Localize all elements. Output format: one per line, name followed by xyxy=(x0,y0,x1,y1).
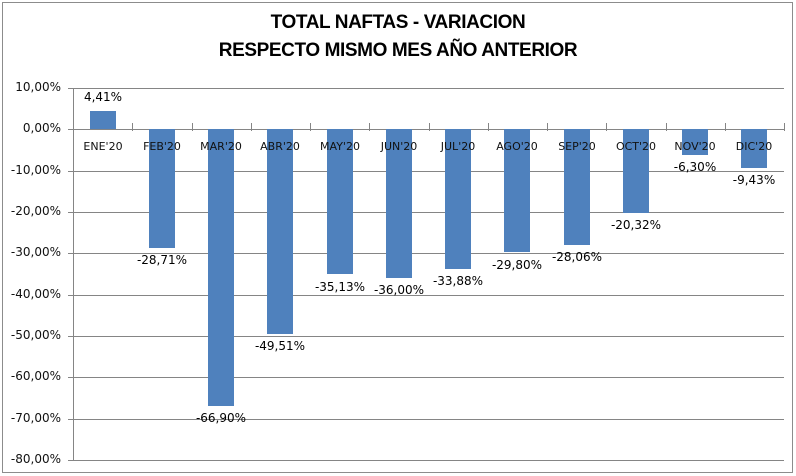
x-axis-label: MAY'20 xyxy=(320,140,360,153)
y-axis-tick xyxy=(68,253,73,254)
data-label: -66,90% xyxy=(195,411,247,425)
data-label: -9,43% xyxy=(732,173,776,187)
x-axis-tick xyxy=(488,123,489,131)
y-axis-tick xyxy=(68,129,73,130)
y-axis-label: -30,00% xyxy=(10,245,61,259)
bar xyxy=(504,129,530,252)
x-axis-label: FEB'20 xyxy=(143,140,181,153)
bar xyxy=(208,129,234,406)
x-axis-tick xyxy=(725,123,726,131)
y-axis-tick xyxy=(68,336,73,337)
gridline xyxy=(73,460,784,461)
y-axis-tick xyxy=(68,171,73,172)
bar xyxy=(327,129,353,274)
x-axis-label: SEP'20 xyxy=(558,140,596,153)
y-axis-tick xyxy=(68,88,73,89)
y-axis-label: 10,00% xyxy=(15,80,61,94)
x-axis-label: MAR'20 xyxy=(200,140,242,153)
y-axis-label: -10,00% xyxy=(10,163,61,177)
chart-title-line2: RESPECTO MISMO MES AÑO ANTERIOR xyxy=(218,40,578,61)
gridline xyxy=(73,88,784,89)
bar xyxy=(623,129,649,213)
gridline xyxy=(73,419,784,420)
x-axis-tick xyxy=(547,123,548,131)
gridline xyxy=(73,129,784,130)
x-axis-tick xyxy=(429,123,430,131)
y-axis-tick xyxy=(68,419,73,420)
y-axis-label: -60,00% xyxy=(10,369,61,383)
data-label: -29,80% xyxy=(491,258,543,272)
x-axis-tick xyxy=(132,123,133,131)
x-axis-tick xyxy=(251,123,252,131)
x-axis-label: OCT'20 xyxy=(615,140,657,153)
x-axis-tick xyxy=(310,123,311,131)
x-axis-tick xyxy=(606,123,607,131)
y-axis-tick xyxy=(68,212,73,213)
gridline xyxy=(73,171,784,172)
x-axis-tick xyxy=(369,123,370,131)
x-axis-label: ENE'20 xyxy=(83,140,123,153)
data-label: -35,13% xyxy=(314,280,366,294)
data-label: 4,41% xyxy=(83,90,123,104)
bar xyxy=(741,129,767,168)
y-axis-label: 0,00% xyxy=(22,121,61,135)
bar xyxy=(386,129,412,278)
bar xyxy=(90,111,116,129)
data-label: -28,71% xyxy=(136,253,188,267)
y-axis-label: -20,00% xyxy=(10,204,61,218)
x-axis-label: JUL'20 xyxy=(440,140,476,153)
gridline xyxy=(73,212,784,213)
chart-title-line1: TOTAL NAFTAS - VARIACION xyxy=(270,12,526,33)
data-label: -6,30% xyxy=(673,160,717,174)
data-label: -20,32% xyxy=(610,218,662,232)
data-label: -33,88% xyxy=(432,274,484,288)
x-axis-tick xyxy=(192,123,193,131)
data-label: -49,51% xyxy=(254,339,306,353)
x-axis-label: AGO'20 xyxy=(496,140,538,153)
y-axis-line xyxy=(73,88,74,460)
bar xyxy=(445,129,471,269)
x-axis-tick xyxy=(666,123,667,131)
y-axis-tick xyxy=(68,460,73,461)
gridline xyxy=(73,336,784,337)
data-label: -36,00% xyxy=(373,283,425,297)
x-axis-tick xyxy=(73,123,74,131)
data-label: -28,06% xyxy=(551,250,603,264)
bar xyxy=(267,129,293,334)
y-axis-label: -40,00% xyxy=(10,287,61,301)
y-axis-label: -70,00% xyxy=(10,411,61,425)
gridline xyxy=(73,377,784,378)
gridline xyxy=(73,253,784,254)
y-axis-tick xyxy=(68,295,73,296)
bar xyxy=(149,129,175,248)
x-axis-tick xyxy=(784,123,785,131)
y-axis-tick xyxy=(68,377,73,378)
chart-title: TOTAL NAFTAS - VARIACION RESPECTO MISMO … xyxy=(0,9,796,65)
gridline xyxy=(73,295,784,296)
x-axis-label: JUN'20 xyxy=(380,140,418,153)
x-axis-label: ABR'20 xyxy=(260,140,300,153)
bar xyxy=(682,129,708,155)
x-axis-label: NOV'20 xyxy=(674,140,716,153)
bar xyxy=(564,129,590,245)
x-axis-label: DIC'20 xyxy=(735,140,773,153)
y-axis-label: -80,00% xyxy=(10,452,61,466)
y-axis-label: -50,00% xyxy=(10,328,61,342)
